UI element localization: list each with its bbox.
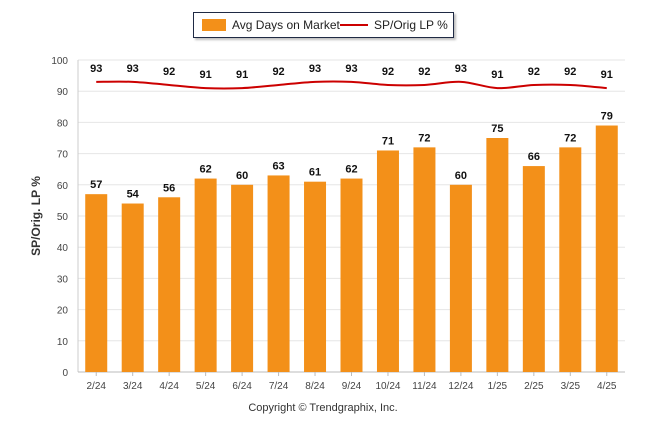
bar: [559, 147, 582, 372]
bar-value-label: 60: [455, 170, 467, 182]
y-tick-label: 80: [57, 118, 69, 129]
line-series-sp-orig-lp: [96, 80, 607, 90]
line-value-label: 91: [200, 69, 212, 81]
legend-label-bar: Avg Days on Market: [232, 18, 340, 32]
x-tick-label: 7/24: [269, 381, 289, 392]
copyright-text: Copyright © Trendgraphix, Inc.: [248, 402, 398, 414]
line-value-label: 92: [163, 66, 175, 78]
line-value-label: 92: [528, 66, 540, 78]
y-tick-label: 20: [57, 306, 69, 317]
bar: [194, 178, 217, 372]
legend-item-sp-orig-lp[interactable]: SP/Orig LP %: [340, 13, 448, 37]
bar: [158, 197, 181, 372]
bar-value-label: 54: [127, 189, 140, 201]
line-value-label: 92: [382, 66, 394, 78]
bar-value-label: 62: [345, 164, 357, 176]
y-tick-label: 90: [57, 87, 69, 98]
x-tick-label: 4/24: [159, 381, 179, 392]
bar: [304, 181, 327, 372]
bar-value-label: 72: [418, 132, 430, 144]
x-tick-label: 6/24: [232, 381, 252, 392]
line-value-label: 92: [564, 66, 576, 78]
x-tick-label: 11/24: [412, 381, 437, 392]
y-tick-label: 10: [57, 337, 69, 348]
x-tick-label: 3/24: [123, 381, 143, 392]
bar-value-label: 75: [491, 123, 503, 135]
bar: [486, 138, 509, 372]
x-tick-label: 12/24: [448, 381, 473, 392]
line-value-label: 93: [345, 63, 357, 75]
bar: [121, 203, 144, 372]
line-value-label: 93: [309, 63, 321, 75]
x-tick-label: 2/25: [524, 381, 544, 392]
x-tick-label: 3/25: [561, 381, 581, 392]
bar: [595, 125, 618, 373]
x-tick-label: 1/25: [488, 381, 508, 392]
y-tick-label: 60: [57, 181, 69, 192]
bar-value-label: 71: [382, 135, 394, 147]
bar: [413, 147, 436, 372]
line-value-label: 93: [90, 63, 102, 75]
x-tick-label: 10/24: [375, 381, 400, 392]
x-tick-label: 4/25: [597, 381, 617, 392]
y-tick-label: 100: [51, 56, 68, 67]
line-value-label: 91: [491, 69, 503, 81]
y-tick-label: 70: [57, 150, 69, 161]
y-axis-title: SP/Orig. LP %: [29, 176, 43, 256]
bar: [267, 175, 290, 372]
line-value-label: 92: [272, 66, 284, 78]
x-tick-label: 2/24: [86, 381, 106, 392]
bar-value-label: 72: [564, 132, 576, 144]
bar: [340, 178, 363, 372]
chart-legend: Avg Days on Market SP/Orig LP %: [193, 12, 454, 38]
y-tick-label: 50: [57, 212, 69, 223]
bar-value-label: 62: [200, 164, 212, 176]
legend-label-line: SP/Orig LP %: [374, 18, 448, 32]
bar-value-label: 60: [236, 170, 248, 182]
x-tick-label: 9/24: [342, 381, 362, 392]
y-tick-label: 0: [62, 368, 68, 379]
bar: [522, 166, 545, 372]
line-value-label: 91: [236, 69, 248, 81]
line-value-label: 92: [418, 66, 430, 78]
bar-value-label: 63: [272, 160, 284, 172]
bar-value-label: 66: [528, 151, 540, 163]
bar-value-label: 56: [163, 182, 175, 194]
bar: [85, 194, 108, 372]
line-value-label: 93: [455, 63, 467, 75]
legend-swatch-line: [340, 24, 368, 26]
bar: [449, 184, 472, 372]
legend-item-days-on-market[interactable]: Avg Days on Market: [202, 13, 340, 37]
y-tick-label: 40: [57, 243, 69, 254]
bar: [231, 184, 254, 372]
line-value-label: 91: [601, 69, 613, 81]
bar-value-label: 79: [601, 111, 613, 123]
bar-value-label: 61: [309, 167, 321, 179]
legend-swatch-bar: [202, 19, 226, 31]
bar-value-label: 57: [90, 179, 102, 191]
x-tick-label: 8/24: [305, 381, 325, 392]
y-tick-label: 30: [57, 274, 69, 285]
x-tick-label: 5/24: [196, 381, 216, 392]
bar: [376, 150, 399, 372]
line-value-label: 93: [127, 63, 139, 75]
